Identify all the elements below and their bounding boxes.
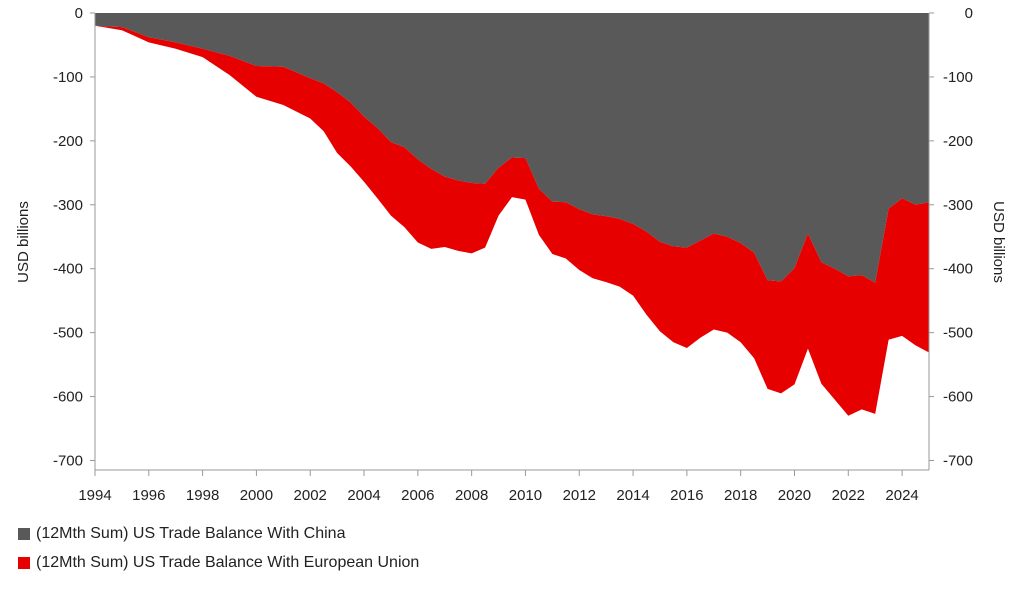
- y-ticks: 0 0 -100 -100 -200 -200 -300 -300 -400 -400 -500 -5…: [53, 5, 973, 470]
- x-tick-label: 2022: [832, 487, 865, 504]
- x-tick-label: 2014: [616, 487, 649, 504]
- y-tick-label-left: -600: [53, 389, 83, 406]
- y-tick-label-left: -500: [53, 325, 83, 342]
- legend-swatch-eu: [18, 557, 30, 569]
- x-tick-label: 1996: [132, 487, 165, 504]
- area-eu-series: [95, 25, 929, 416]
- x-tick-label: 2000: [240, 487, 273, 504]
- y-tick-label-right: -300: [943, 197, 973, 214]
- x-tick-label: 2020: [778, 487, 811, 504]
- legend-swatch-china: [18, 528, 30, 540]
- x-tick-label: 2012: [563, 487, 596, 504]
- y-tick-label-left: -200: [53, 133, 83, 150]
- legend-item-eu: (12Mth Sum) US Trade Balance With Europe…: [18, 554, 419, 572]
- x-tick-label: 2008: [455, 487, 488, 504]
- y-tick-label-left: 0: [75, 5, 83, 22]
- axes: [94, 13, 930, 471]
- x-tick-label: 2018: [724, 487, 757, 504]
- y-tick-label-left: -400: [53, 261, 83, 278]
- y-tick-label-right: -200: [943, 133, 973, 150]
- y-tick-label-right: -700: [943, 453, 973, 470]
- x-ticks: 1994 1996 1998 2000 2002 2004 2006 2008 2010 2012…: [78, 470, 919, 504]
- y-tick-label-left: -300: [53, 197, 83, 214]
- legend-item-china: (12Mth Sum) US Trade Balance With China: [18, 525, 345, 543]
- y-tick-label-right: -600: [943, 389, 973, 406]
- y-axis-label-right: USD billions: [990, 201, 1007, 283]
- y-tick-label-right: 0: [965, 5, 973, 22]
- x-tick-label: 2004: [347, 487, 380, 504]
- y-tick-label-left: -700: [53, 453, 83, 470]
- y-tick-label-right: -400: [943, 261, 973, 278]
- series-areas: [95, 13, 929, 416]
- x-tick-label: 1994: [78, 487, 111, 504]
- x-tick-label: 2010: [509, 487, 542, 504]
- x-tick-label: 2002: [294, 487, 327, 504]
- x-tick-label: 1998: [186, 487, 219, 504]
- legend-label-eu: (12Mth Sum) US Trade Balance With Europe…: [36, 554, 420, 571]
- legend-label-china: (12Mth Sum) US Trade Balance With China: [36, 525, 346, 542]
- x-tick-label: 2006: [401, 487, 434, 504]
- y-axis-label-left: USD billions: [15, 201, 32, 283]
- y-tick-label-left: -100: [53, 69, 83, 86]
- x-tick-label: 2024: [885, 487, 918, 504]
- y-tick-label-right: -500: [943, 325, 973, 342]
- y-tick-label-right: -100: [943, 69, 973, 86]
- x-tick-label: 2016: [670, 487, 703, 504]
- area-china-series: [95, 13, 929, 283]
